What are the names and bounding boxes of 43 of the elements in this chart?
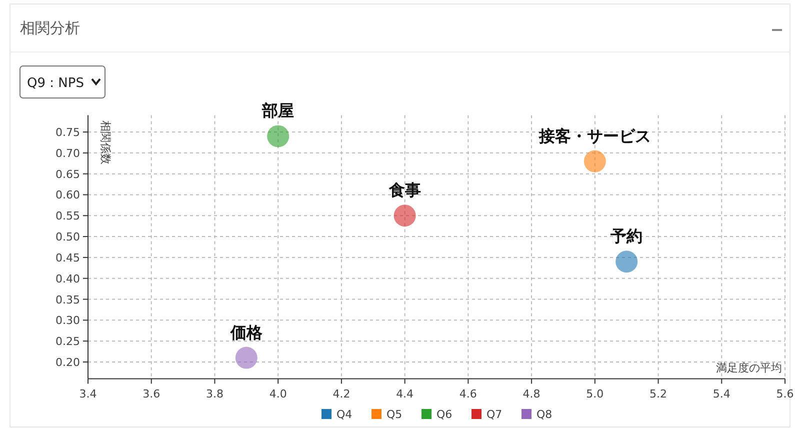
x-tick-label: 4.4 bbox=[396, 388, 414, 401]
legend-label: Q5 bbox=[386, 408, 402, 421]
y-tick-label: 0.40 bbox=[56, 272, 80, 286]
x-tick-label: 4.0 bbox=[269, 388, 287, 401]
x-tick-label: 4.6 bbox=[459, 388, 477, 401]
annotation: 食事 bbox=[388, 180, 421, 200]
x-tick-label: 3.8 bbox=[206, 388, 224, 401]
annotation: 接客・サービス bbox=[538, 126, 651, 146]
point bbox=[235, 346, 258, 369]
y-tick-label: 0.45 bbox=[56, 251, 80, 264]
x-tick-label: 5.4 bbox=[712, 388, 730, 401]
chart-title: 相関分析 bbox=[20, 19, 80, 37]
annotation: 予約 bbox=[610, 226, 643, 246]
x-tick-label: 4.8 bbox=[522, 388, 540, 401]
x-axis-title: 満足度の平均 bbox=[716, 362, 782, 375]
x-tick-label: 3.6 bbox=[142, 388, 160, 401]
y-tick-label: 0.35 bbox=[56, 293, 80, 306]
legend-label: Q7 bbox=[486, 408, 502, 421]
x-tick-label: 3.4 bbox=[79, 388, 97, 401]
annotation: 部屋 bbox=[261, 101, 294, 120]
x-tick-label: 5.6 bbox=[776, 388, 794, 401]
y-tick-label: 0.30 bbox=[56, 314, 80, 328]
x-tick-label: 4.2 bbox=[332, 388, 350, 401]
y-tick-label: 0.70 bbox=[56, 146, 80, 160]
annotation: 価格 bbox=[229, 322, 264, 342]
x-tick-label: 5.2 bbox=[650, 388, 668, 401]
y-tick-label: 0.75 bbox=[56, 126, 80, 140]
y-axis-title: 相関係数 bbox=[99, 120, 112, 164]
y-tick-label: 0.20 bbox=[56, 356, 80, 369]
legend-label: Q4 bbox=[336, 408, 352, 421]
point bbox=[616, 250, 638, 273]
y-tick-label: 0.55 bbox=[56, 210, 80, 223]
y-tick-label: 0.60 bbox=[56, 188, 80, 202]
text: Q9 : NPS bbox=[27, 76, 84, 91]
legend-label: Q8 bbox=[536, 408, 552, 421]
point bbox=[267, 125, 290, 148]
point bbox=[394, 204, 416, 227]
y-tick-label: 0.50 bbox=[56, 230, 80, 244]
legend-label: Q6 bbox=[436, 408, 452, 421]
point bbox=[584, 150, 606, 172]
y-tick-label: 0.25 bbox=[56, 335, 80, 348]
y-tick-label: 0.65 bbox=[56, 168, 80, 181]
x-tick-label: 5.0 bbox=[586, 388, 604, 401]
